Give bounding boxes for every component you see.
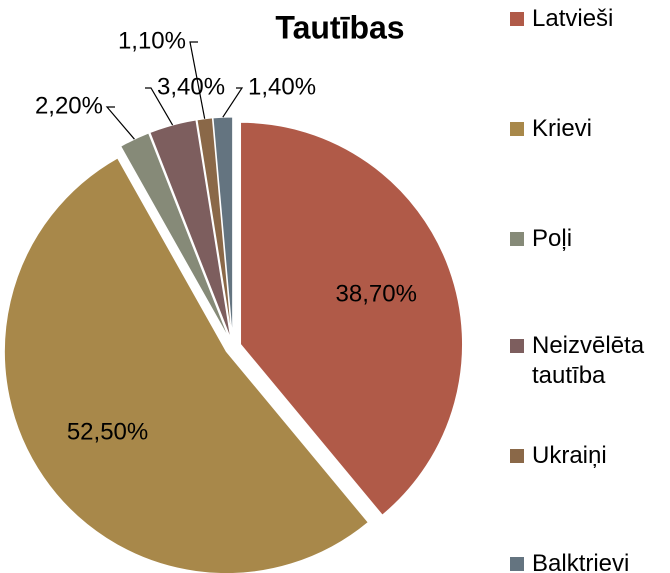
pie-slice bbox=[149, 119, 232, 340]
legend-swatch bbox=[510, 232, 524, 246]
data-label: 38,70% bbox=[336, 281, 417, 308]
pie-slice bbox=[3, 157, 369, 573]
legend-swatch bbox=[510, 12, 524, 26]
legend-label: Ukraiņi bbox=[532, 442, 607, 469]
data-label: 3,40% bbox=[157, 73, 225, 100]
legend-item: Balktrievi bbox=[510, 549, 670, 573]
legend-swatch bbox=[510, 449, 524, 463]
data-label: 52,50% bbox=[67, 419, 148, 446]
pie-slice bbox=[120, 132, 231, 341]
legend-item: Poļi bbox=[510, 224, 670, 254]
pie-slice bbox=[240, 121, 464, 516]
legend-item: Krievi bbox=[510, 114, 670, 144]
data-label: 2,20% bbox=[35, 92, 103, 119]
leader-line bbox=[189, 41, 206, 119]
legend-item: Latvieši bbox=[510, 4, 670, 34]
legend-label: Latvieši bbox=[532, 5, 614, 32]
chart-title: Tautības bbox=[275, 9, 404, 45]
legend-label: Neizvēlēta tautība bbox=[532, 332, 645, 389]
data-label: 1,40% bbox=[248, 73, 316, 100]
legend-swatch bbox=[510, 339, 524, 353]
legend-item: Ukraiņi bbox=[510, 441, 670, 471]
legend-swatch bbox=[510, 122, 524, 136]
legend-label: Balktrievi bbox=[532, 550, 630, 573]
legend-label: Krievi bbox=[532, 115, 593, 142]
leader-line bbox=[105, 106, 135, 140]
legend-item: Neizvēlēta tautība bbox=[510, 331, 670, 391]
leader-line bbox=[145, 87, 174, 126]
leader-line bbox=[222, 87, 244, 118]
pie-slice bbox=[196, 117, 233, 340]
legend-label: Poļi bbox=[532, 225, 573, 252]
legend-swatch bbox=[510, 557, 524, 571]
data-label: 1,10% bbox=[118, 27, 186, 54]
